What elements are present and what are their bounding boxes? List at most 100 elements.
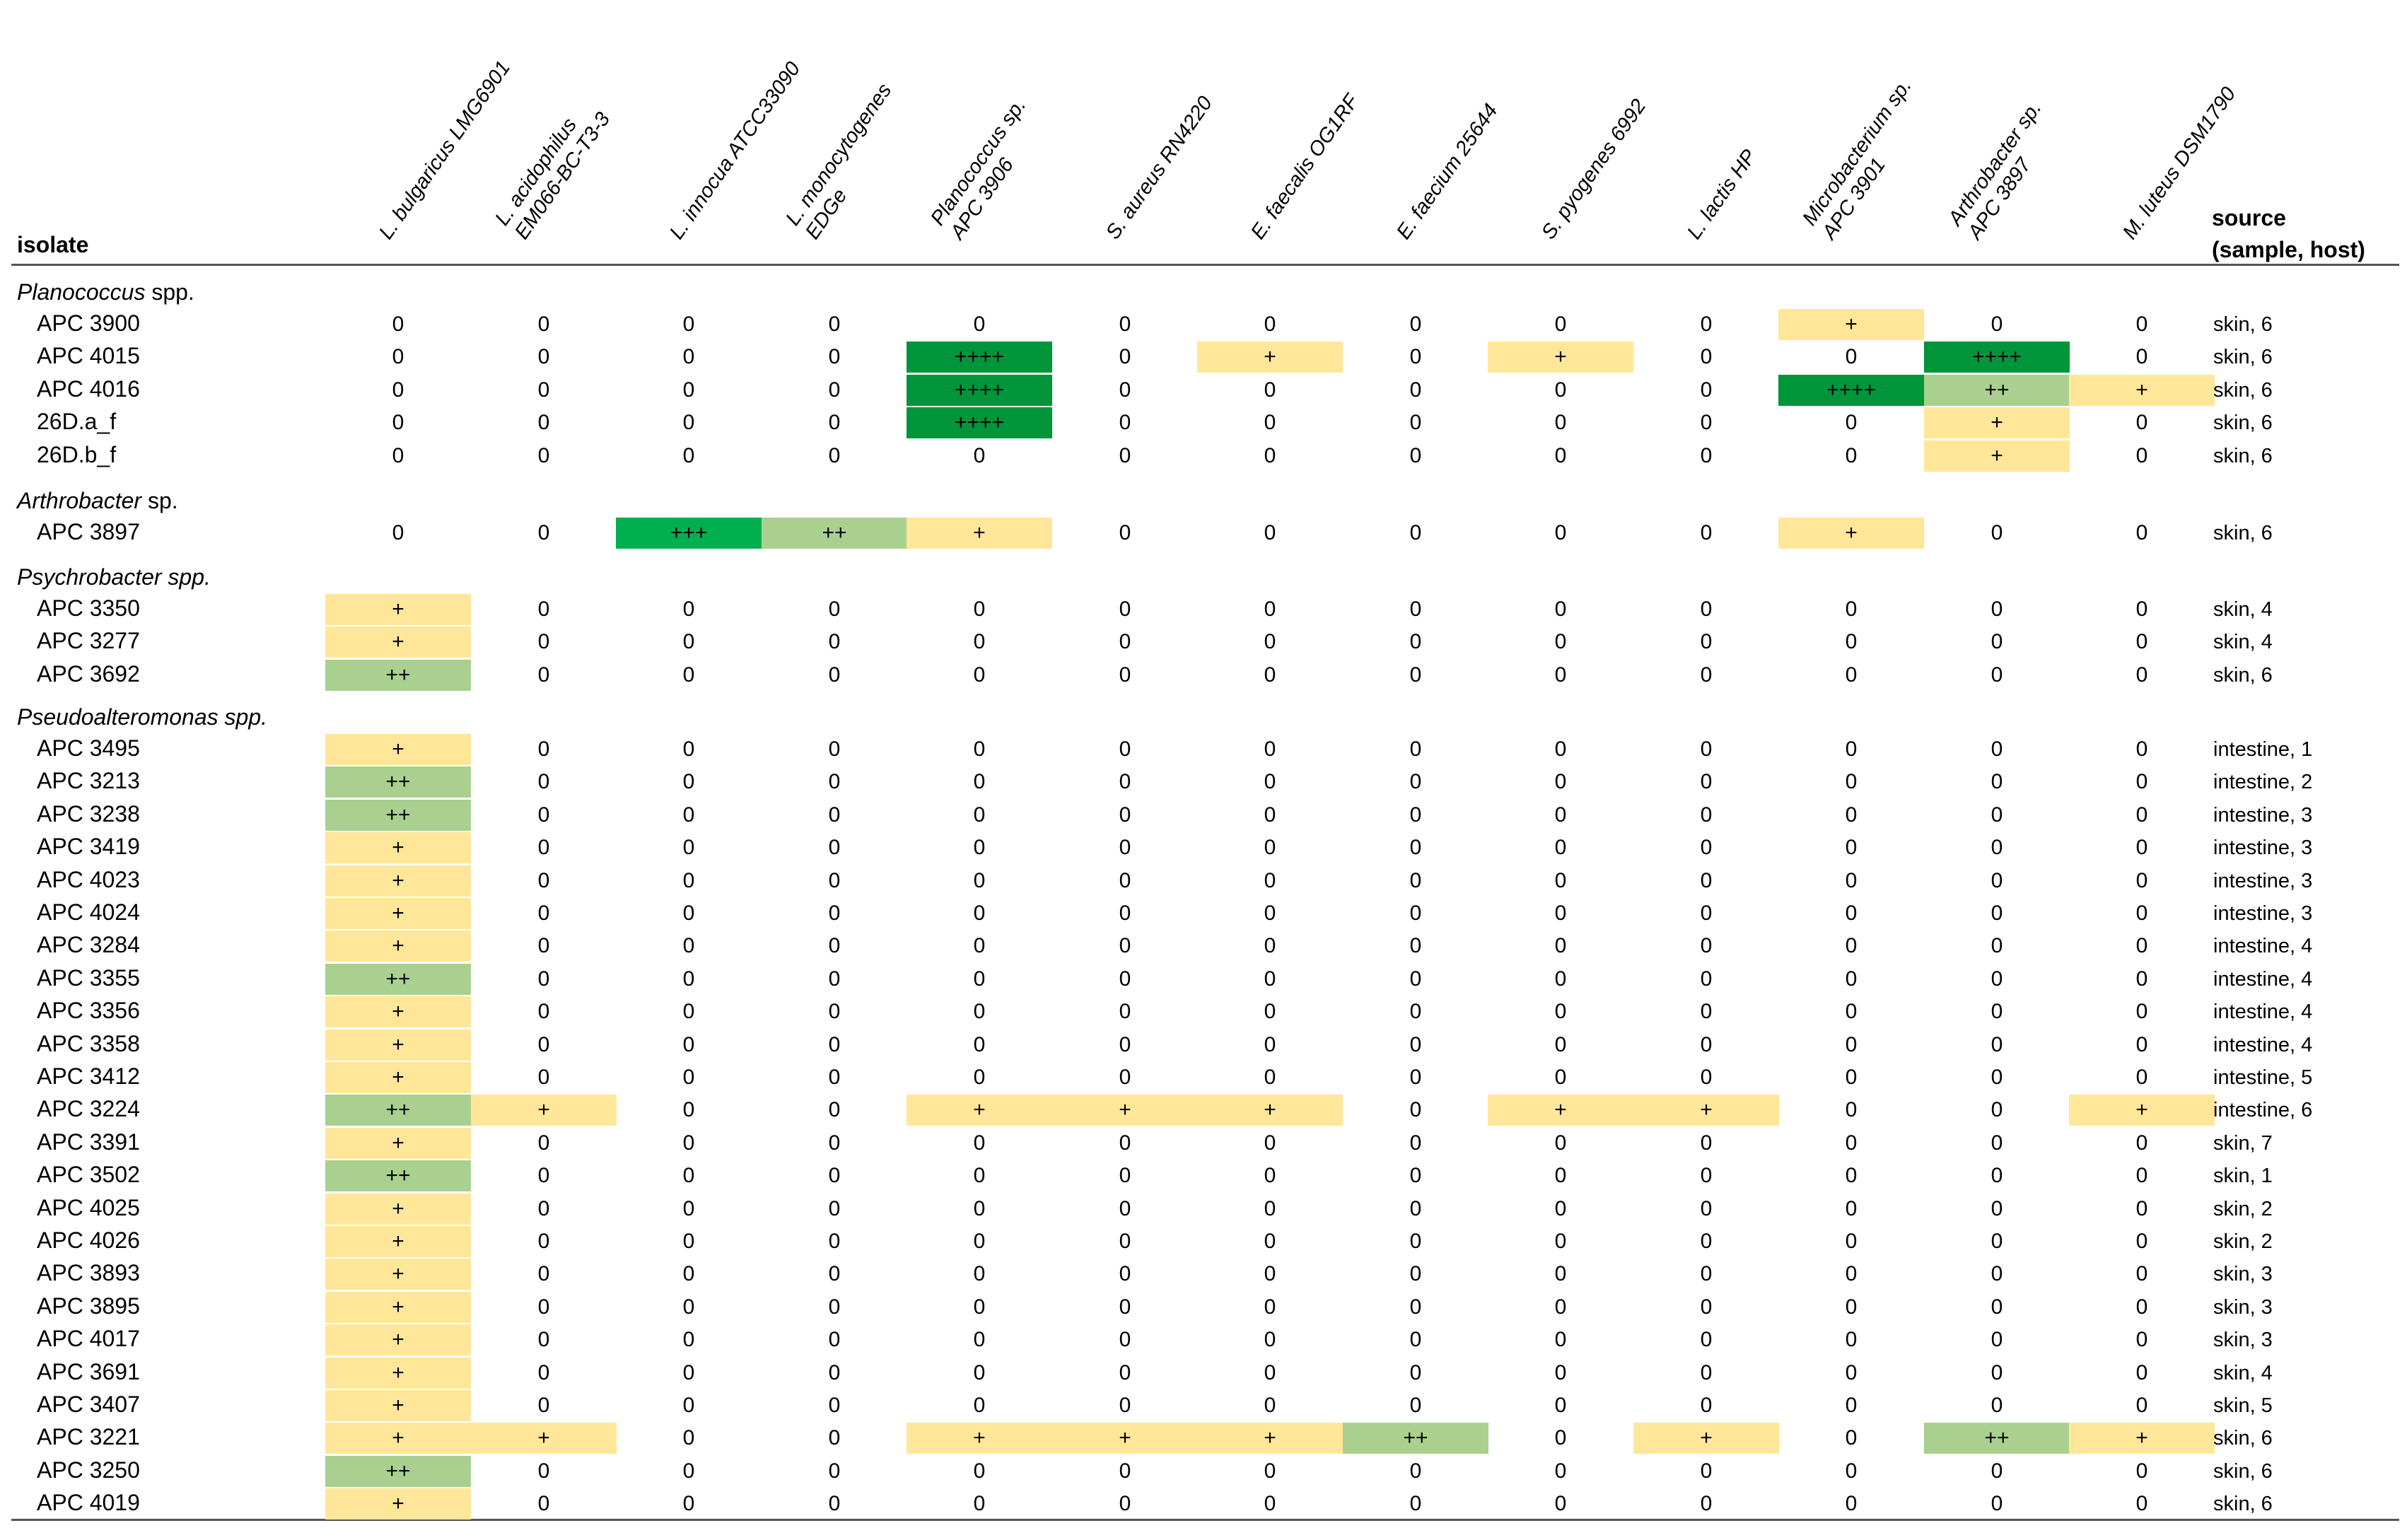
table-cell: 0 <box>828 1197 841 1220</box>
table-cell: 0 <box>1700 1328 1713 1351</box>
table-cell: 0 <box>1991 1262 2003 1285</box>
table-cell: 0 <box>2135 1164 2148 1187</box>
source-cell: skin, 3 <box>2213 1296 2273 1319</box>
isolate-label: APC 3350 <box>37 595 140 621</box>
table-cell: + <box>1633 1095 1779 1126</box>
source-cell: intestine, 6 <box>2213 1099 2313 1121</box>
column-header-12: Arthrobacter sp. APC 3897 <box>1943 97 2066 244</box>
table-cell: 0 <box>828 836 841 859</box>
isolate-label: APC 3284 <box>37 932 140 957</box>
group-suffix: sp. <box>141 488 178 513</box>
table-cell: 0 <box>1845 934 1858 957</box>
table-cell: 0 <box>1845 902 1858 925</box>
table-cell: 0 <box>1845 967 1858 991</box>
table-cell: 0 <box>682 902 695 925</box>
table-cell: 0 <box>828 1394 841 1417</box>
table-cell: 0 <box>1264 521 1276 544</box>
isolate-label: APC 4026 <box>37 1227 140 1253</box>
table-cell: 0 <box>828 1295 841 1319</box>
table-cell: 0 <box>1409 597 1422 621</box>
table-cell: 0 <box>1991 1098 2003 1121</box>
table-cell: 0 <box>2135 1033 2148 1056</box>
table-cell: 0 <box>1554 1164 1567 1187</box>
isolate-label: APC 3502 <box>37 1162 140 1187</box>
table-cell: 0 <box>1700 1492 1713 1515</box>
table-cell: 0 <box>1845 1164 1858 1187</box>
table-cell: 0 <box>1991 1197 2003 1220</box>
isolate-label: APC 3419 <box>37 834 140 859</box>
table-cell: 0 <box>1264 902 1276 925</box>
table-cell: 0 <box>1119 411 1131 434</box>
table-cell: 0 <box>1554 737 1567 761</box>
table-cell: 0 <box>828 803 841 827</box>
table-cell: 0 <box>973 597 986 621</box>
table-cell: 0 <box>2135 902 2148 925</box>
table-cell: 0 <box>537 1492 550 1515</box>
isolate-label: APC 3412 <box>37 1063 140 1089</box>
isolate-label: APC 3691 <box>37 1359 140 1384</box>
table-cell: 0 <box>1119 934 1131 957</box>
table-cell: 0 <box>973 1262 986 1285</box>
table-cell: 0 <box>1409 1361 1422 1384</box>
table-cell: 0 <box>1264 411 1276 434</box>
table-cell: 0 <box>828 1131 841 1155</box>
table-cell: 0 <box>1991 869 2003 892</box>
table-cell: 0 <box>682 1295 695 1319</box>
table-cell: 0 <box>2135 1295 2148 1319</box>
table-cell: 0 <box>973 1361 986 1384</box>
isolate-label: APC 3224 <box>37 1096 140 1121</box>
table-cell: 0 <box>1991 1131 2003 1155</box>
table-cell: 0 <box>682 1459 695 1483</box>
table-cell: 0 <box>1700 1394 1713 1417</box>
table-cell: 0 <box>828 630 841 653</box>
table-cell: 0 <box>1264 444 1276 467</box>
table-cell: 0 <box>1119 345 1131 368</box>
source-cell: skin, 4 <box>2213 1362 2273 1384</box>
table-cell: 0 <box>1700 411 1713 434</box>
table-cell: 0 <box>2135 630 2148 653</box>
table-cell: 0 <box>828 737 841 761</box>
table-cell: 0 <box>828 1164 841 1187</box>
table-cell: 0 <box>392 444 404 467</box>
isolate-label: APC 4023 <box>37 867 140 892</box>
group-label: Planococcus spp. <box>17 279 194 305</box>
table-cell: ++ <box>1924 1423 2070 1454</box>
source-cell: intestine, 4 <box>2213 1034 2313 1056</box>
table-cell: 0 <box>537 663 550 687</box>
table-cell: ++++ <box>907 375 1052 406</box>
table-cell: 0 <box>537 345 550 368</box>
table-cell: 0 <box>973 737 986 761</box>
table-cell: 0 <box>1845 663 1858 687</box>
table-cell: 0 <box>1991 1492 2003 1515</box>
table-cell: 0 <box>682 378 695 402</box>
table-cell: 0 <box>1264 378 1276 402</box>
table-cell: 0 <box>2135 411 2148 434</box>
table-cell: 0 <box>1409 444 1422 467</box>
table-cell: 0 <box>1409 1164 1422 1187</box>
table-cell: 0 <box>1409 630 1422 653</box>
table-cell: + <box>1197 342 1343 373</box>
isolate-label: 26D.b_f <box>37 442 117 467</box>
table-cell: 0 <box>1700 836 1713 859</box>
table-cell: 0 <box>2135 597 2148 621</box>
table-cell: 0 <box>1409 902 1422 925</box>
table-cell: 0 <box>682 345 695 368</box>
table-cell: ++++ <box>1778 375 1924 406</box>
table-cell: + <box>325 1062 471 1093</box>
table-cell: 0 <box>1119 836 1131 859</box>
table-cell: 0 <box>1845 1033 1858 1056</box>
table-cell: 0 <box>1119 1230 1131 1253</box>
table-cell: 0 <box>1119 902 1131 925</box>
table-cell: 0 <box>1554 521 1567 544</box>
table-cell: 0 <box>1119 967 1131 991</box>
table-cell: 0 <box>1700 770 1713 793</box>
table-cell: 0 <box>537 313 550 336</box>
table-cell: 0 <box>537 1262 550 1285</box>
table-cell: + <box>1633 1423 1779 1454</box>
table-cell: 0 <box>1409 836 1422 859</box>
table-cell: + <box>325 996 471 1027</box>
table-cell: 0 <box>1264 313 1276 336</box>
table-cell: 0 <box>1845 1426 1858 1449</box>
table-cell: 0 <box>2135 345 2148 368</box>
table-cell: 0 <box>1409 521 1422 544</box>
